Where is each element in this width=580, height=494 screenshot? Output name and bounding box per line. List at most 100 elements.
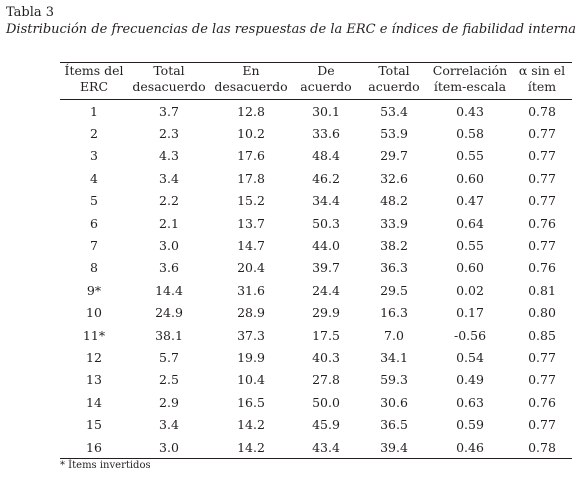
- item-cell: 6: [90, 215, 98, 231]
- header-line: acuerdo: [300, 79, 352, 94]
- value-cell: 2.3: [159, 126, 179, 142]
- value-cell: 34.1: [380, 349, 408, 365]
- value-cell: 0.64: [456, 215, 484, 231]
- value-cell: 10.2: [237, 126, 265, 142]
- value-cell: 14.7: [237, 238, 265, 254]
- value-cell: 39.7: [312, 260, 340, 276]
- table-row: 16 3.0 14.2 43.4 39.4 0.46 0.78: [60, 435, 572, 460]
- value-cell: 16.3: [380, 305, 408, 321]
- item-cell: 11*: [82, 327, 106, 343]
- value-cell: 0.63: [456, 394, 484, 410]
- header-line: acuerdo: [368, 79, 420, 94]
- value-cell: 0.49: [456, 372, 484, 388]
- value-cell: 0.78: [512, 435, 572, 460]
- value-cell: 29.9: [312, 305, 340, 321]
- value-cell: 12.8: [237, 103, 265, 119]
- value-cell: 0.77: [528, 193, 556, 209]
- value-cell: -0.56: [453, 327, 487, 343]
- value-cell: 19.9: [237, 349, 265, 365]
- value-cell: 2.1: [159, 215, 179, 231]
- value-cell: 0.81: [528, 282, 556, 298]
- header-cell: Total acuerdo: [360, 62, 428, 100]
- header-cell: α sin el ítem: [512, 62, 572, 100]
- table-row: 12 5.7 19.9 40.3 34.1 0.54 0.77: [60, 346, 572, 368]
- value-cell: 0.55: [456, 238, 484, 254]
- value-cell: 29.5: [380, 282, 408, 298]
- value-cell: 31.6: [237, 282, 265, 298]
- table-row: 13 2.5 10.4 27.8 59.3 0.49 0.77: [60, 369, 572, 391]
- value-cell: 7.0: [384, 327, 404, 343]
- table-row: 2 2.3 10.2 33.6 53.9 0.58 0.77: [60, 122, 572, 144]
- value-cell: 43.4: [292, 435, 360, 460]
- item-cell: 1: [90, 103, 98, 119]
- value-cell: 37.3: [237, 327, 265, 343]
- item-cell: 4: [90, 170, 98, 186]
- value-cell: 33.9: [380, 215, 408, 231]
- value-cell: 34.4: [312, 193, 340, 209]
- header-cell: De acuerdo: [292, 62, 360, 100]
- value-cell: 5.7: [159, 349, 179, 365]
- value-cell: 0.58: [456, 126, 484, 142]
- header-line: Ítems del: [64, 63, 124, 78]
- value-cell: 0.46: [428, 435, 512, 460]
- value-cell: 0.47: [456, 193, 484, 209]
- table-row: 7 3.0 14.7 44.0 38.2 0.55 0.77: [60, 234, 572, 256]
- value-cell: 0.76: [528, 394, 556, 410]
- value-cell: 0.77: [528, 170, 556, 186]
- value-cell: 27.8: [312, 372, 340, 388]
- value-cell: 36.5: [380, 417, 408, 433]
- table-row: 1 3.7 12.8 30.1 53.4 0.43 0.78: [60, 100, 572, 123]
- value-cell: 17.8: [237, 170, 265, 186]
- value-cell: 0.54: [456, 349, 484, 365]
- value-cell: 4.3: [159, 148, 179, 164]
- value-cell: 2.2: [159, 193, 179, 209]
- table-row: 10 24.9 28.9 29.9 16.3 0.17 0.80: [60, 302, 572, 324]
- item-cell: 5: [90, 193, 98, 209]
- value-cell: 14.2: [210, 435, 292, 460]
- item-cell: 14: [86, 394, 102, 410]
- item-cell: 13: [86, 372, 102, 388]
- header-line: En: [242, 63, 260, 78]
- value-cell: 0.77: [528, 148, 556, 164]
- value-cell: 24.4: [312, 282, 340, 298]
- value-cell: 46.2: [312, 170, 340, 186]
- value-cell: 0.77: [528, 126, 556, 142]
- table-row: 3 4.3 17.6 48.4 29.7 0.55 0.77: [60, 145, 572, 167]
- value-cell: 59.3: [380, 372, 408, 388]
- value-cell: 14.4: [155, 282, 183, 298]
- value-cell: 45.9: [312, 417, 340, 433]
- value-cell: 0.17: [456, 305, 484, 321]
- value-cell: 0.60: [456, 170, 484, 186]
- header-line: Total: [153, 63, 185, 78]
- item-cell: 10: [86, 305, 102, 321]
- value-cell: 15.2: [237, 193, 265, 209]
- value-cell: 0.76: [528, 215, 556, 231]
- value-cell: 3.0: [128, 435, 210, 460]
- value-cell: 32.6: [380, 170, 408, 186]
- value-cell: 0.55: [456, 148, 484, 164]
- value-cell: 3.4: [159, 170, 179, 186]
- header-line: α sin el: [518, 63, 566, 78]
- frequency-table: Ítems del ERC Total desacuerdo En desacuerd…: [60, 62, 572, 460]
- value-cell: 50.0: [312, 394, 340, 410]
- header-row: Ítems del ERC Total desacuerdo En desacuerd…: [60, 62, 572, 100]
- table-row: 5 2.2 15.2 34.4 48.2 0.47 0.77: [60, 190, 572, 212]
- header-line: De: [317, 63, 335, 78]
- value-cell: 0.77: [528, 349, 556, 365]
- value-cell: 28.9: [237, 305, 265, 321]
- header-cell: Correlación ítem-escala: [428, 62, 512, 100]
- value-cell: 40.3: [312, 349, 340, 365]
- value-cell: 48.2: [380, 193, 408, 209]
- value-cell: 53.4: [380, 103, 408, 119]
- value-cell: 0.80: [528, 305, 556, 321]
- value-cell: 14.2: [237, 417, 265, 433]
- value-cell: 38.2: [380, 238, 408, 254]
- item-cell: 16: [60, 435, 128, 460]
- value-cell: 39.4: [360, 435, 428, 460]
- value-cell: 36.3: [380, 260, 408, 276]
- table-row: 15 3.4 14.2 45.9 36.5 0.59 0.77: [60, 413, 572, 435]
- value-cell: 50.3: [312, 215, 340, 231]
- value-cell: 0.02: [456, 282, 484, 298]
- value-cell: 0.77: [528, 372, 556, 388]
- table-title: Distribución de frecuencias de las respu…: [6, 22, 577, 37]
